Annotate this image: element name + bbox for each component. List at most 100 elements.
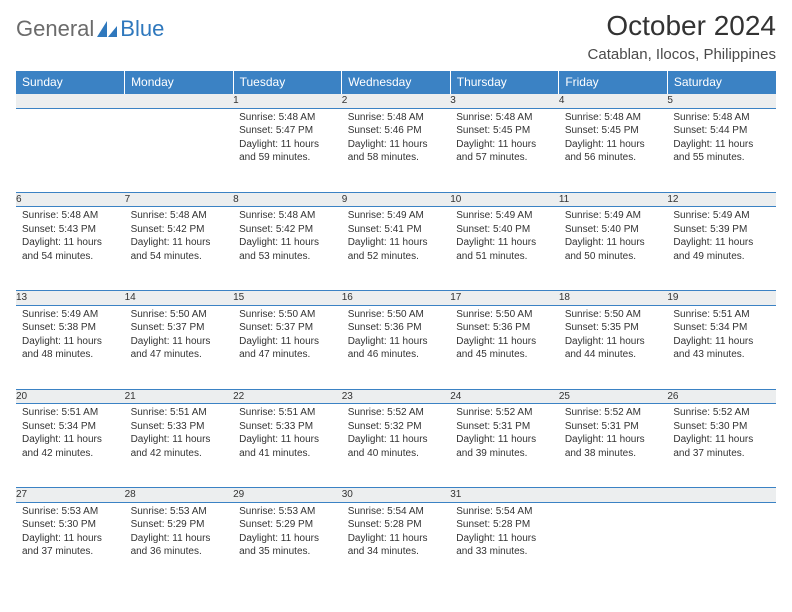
daylight-text-2: and 39 minutes. xyxy=(456,447,553,461)
daylight-text-2: and 47 minutes. xyxy=(239,348,336,362)
sunset-text: Sunset: 5:33 PM xyxy=(131,420,228,434)
day-number: 21 xyxy=(125,389,234,404)
daylight-text-2: and 47 minutes. xyxy=(131,348,228,362)
sunset-text: Sunset: 5:34 PM xyxy=(673,321,770,335)
day-number: 12 xyxy=(667,192,776,207)
sunset-text: Sunset: 5:30 PM xyxy=(22,518,119,532)
day-cell: Sunrise: 5:52 AMSunset: 5:31 PMDaylight:… xyxy=(559,404,668,488)
sunset-text: Sunset: 5:36 PM xyxy=(456,321,553,335)
day-number: 15 xyxy=(233,291,342,306)
sunset-text: Sunset: 5:32 PM xyxy=(348,420,445,434)
day-number: 29 xyxy=(233,488,342,503)
sunset-text: Sunset: 5:31 PM xyxy=(565,420,662,434)
daylight-text-1: Daylight: 11 hours xyxy=(565,335,662,349)
dow-thursday: Thursday xyxy=(450,71,559,94)
daylight-text-2: and 48 minutes. xyxy=(22,348,119,362)
daylight-text-1: Daylight: 11 hours xyxy=(348,335,445,349)
day-number: 23 xyxy=(342,389,451,404)
daylight-text-1: Daylight: 11 hours xyxy=(131,532,228,546)
sunset-text: Sunset: 5:28 PM xyxy=(348,518,445,532)
daylight-text-2: and 43 minutes. xyxy=(673,348,770,362)
day-cell: Sunrise: 5:50 AMSunset: 5:36 PMDaylight:… xyxy=(450,305,559,389)
empty-day-cell xyxy=(667,502,776,586)
daylight-text-2: and 50 minutes. xyxy=(565,250,662,264)
sunrise-text: Sunrise: 5:52 AM xyxy=(565,406,662,420)
sunrise-text: Sunrise: 5:54 AM xyxy=(348,505,445,519)
week-daynum-row: 13141516171819 xyxy=(16,291,776,306)
calendar-table: Sunday Monday Tuesday Wednesday Thursday… xyxy=(16,71,776,586)
empty-day-number xyxy=(125,94,234,109)
day-number: 28 xyxy=(125,488,234,503)
title-block: October 2024 Catablan, Ilocos, Philippin… xyxy=(588,10,776,63)
sunrise-text: Sunrise: 5:50 AM xyxy=(239,308,336,322)
day-number: 13 xyxy=(16,291,125,306)
daylight-text-1: Daylight: 11 hours xyxy=(456,532,553,546)
daylight-text-1: Daylight: 11 hours xyxy=(673,433,770,447)
sunset-text: Sunset: 5:35 PM xyxy=(565,321,662,335)
day-cell: Sunrise: 5:49 AMSunset: 5:38 PMDaylight:… xyxy=(16,305,125,389)
daylight-text-1: Daylight: 11 hours xyxy=(565,138,662,152)
day-cell: Sunrise: 5:53 AMSunset: 5:29 PMDaylight:… xyxy=(125,502,234,586)
day-number: 11 xyxy=(559,192,668,207)
sunset-text: Sunset: 5:46 PM xyxy=(348,124,445,138)
header: General Blue October 2024 Catablan, Iloc… xyxy=(16,10,776,63)
daylight-text-2: and 58 minutes. xyxy=(348,151,445,165)
dow-tuesday: Tuesday xyxy=(233,71,342,94)
daylight-text-2: and 36 minutes. xyxy=(131,545,228,559)
daylight-text-2: and 54 minutes. xyxy=(131,250,228,264)
week-content-row: Sunrise: 5:51 AMSunset: 5:34 PMDaylight:… xyxy=(16,404,776,488)
dow-sunday: Sunday xyxy=(16,71,125,94)
sunrise-text: Sunrise: 5:49 AM xyxy=(565,209,662,223)
sunrise-text: Sunrise: 5:48 AM xyxy=(131,209,228,223)
daylight-text-1: Daylight: 11 hours xyxy=(22,335,119,349)
day-cell: Sunrise: 5:51 AMSunset: 5:33 PMDaylight:… xyxy=(125,404,234,488)
sunset-text: Sunset: 5:38 PM xyxy=(22,321,119,335)
daylight-text-2: and 49 minutes. xyxy=(673,250,770,264)
daylight-text-2: and 38 minutes. xyxy=(565,447,662,461)
empty-day-number xyxy=(559,488,668,503)
dow-row: Sunday Monday Tuesday Wednesday Thursday… xyxy=(16,71,776,94)
day-cell: Sunrise: 5:52 AMSunset: 5:31 PMDaylight:… xyxy=(450,404,559,488)
dow-wednesday: Wednesday xyxy=(342,71,451,94)
sunrise-text: Sunrise: 5:50 AM xyxy=(348,308,445,322)
day-number: 9 xyxy=(342,192,451,207)
day-number: 25 xyxy=(559,389,668,404)
sunset-text: Sunset: 5:29 PM xyxy=(239,518,336,532)
daylight-text-1: Daylight: 11 hours xyxy=(22,433,119,447)
sunset-text: Sunset: 5:30 PM xyxy=(673,420,770,434)
daylight-text-2: and 37 minutes. xyxy=(673,447,770,461)
day-number: 20 xyxy=(16,389,125,404)
day-number: 31 xyxy=(450,488,559,503)
week-content-row: Sunrise: 5:48 AMSunset: 5:47 PMDaylight:… xyxy=(16,108,776,192)
logo-text-blue: Blue xyxy=(120,16,164,42)
day-number: 26 xyxy=(667,389,776,404)
daylight-text-2: and 52 minutes. xyxy=(348,250,445,264)
daylight-text-2: and 41 minutes. xyxy=(239,447,336,461)
day-number: 10 xyxy=(450,192,559,207)
sunrise-text: Sunrise: 5:48 AM xyxy=(239,209,336,223)
daylight-text-1: Daylight: 11 hours xyxy=(239,433,336,447)
sunrise-text: Sunrise: 5:52 AM xyxy=(348,406,445,420)
sunset-text: Sunset: 5:40 PM xyxy=(456,223,553,237)
day-number: 19 xyxy=(667,291,776,306)
sunrise-text: Sunrise: 5:48 AM xyxy=(239,111,336,125)
daylight-text-2: and 56 minutes. xyxy=(565,151,662,165)
logo: General Blue xyxy=(16,16,164,42)
sunrise-text: Sunrise: 5:49 AM xyxy=(348,209,445,223)
dow-saturday: Saturday xyxy=(667,71,776,94)
day-number: 1 xyxy=(233,94,342,109)
day-cell: Sunrise: 5:51 AMSunset: 5:34 PMDaylight:… xyxy=(16,404,125,488)
month-title: October 2024 xyxy=(588,10,776,42)
daylight-text-2: and 57 minutes. xyxy=(456,151,553,165)
sunset-text: Sunset: 5:41 PM xyxy=(348,223,445,237)
daylight-text-2: and 33 minutes. xyxy=(456,545,553,559)
day-cell: Sunrise: 5:48 AMSunset: 5:45 PMDaylight:… xyxy=(450,108,559,192)
day-cell: Sunrise: 5:50 AMSunset: 5:35 PMDaylight:… xyxy=(559,305,668,389)
sunset-text: Sunset: 5:44 PM xyxy=(673,124,770,138)
daylight-text-1: Daylight: 11 hours xyxy=(456,138,553,152)
sunrise-text: Sunrise: 5:48 AM xyxy=(348,111,445,125)
day-cell: Sunrise: 5:50 AMSunset: 5:37 PMDaylight:… xyxy=(125,305,234,389)
sunrise-text: Sunrise: 5:51 AM xyxy=(131,406,228,420)
sunset-text: Sunset: 5:29 PM xyxy=(131,518,228,532)
daylight-text-1: Daylight: 11 hours xyxy=(131,335,228,349)
